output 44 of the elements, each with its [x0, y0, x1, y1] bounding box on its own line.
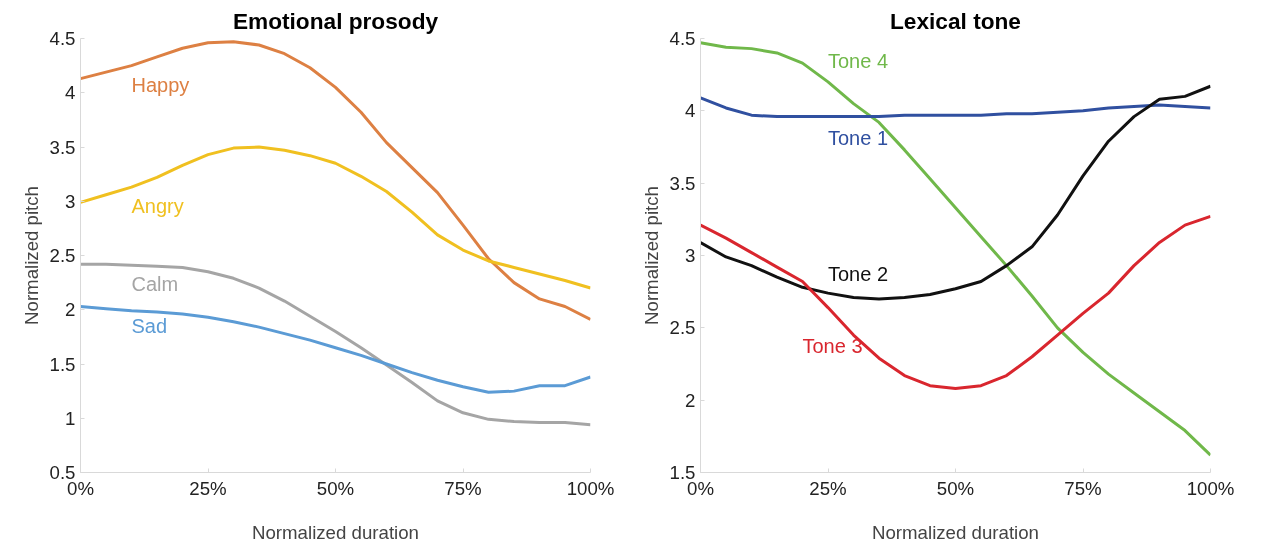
chart-title: Emotional prosody: [232, 7, 439, 34]
y-axis-title: Normalized pitch: [20, 186, 42, 325]
series-label: Tone 2: [828, 263, 889, 286]
y-tick-label: 1.5: [669, 462, 696, 483]
x-tick-label: 50%: [936, 477, 975, 499]
line-series: [700, 41, 1211, 457]
y-tick-label: 3.5: [49, 136, 76, 158]
x-tick-label: 25%: [189, 477, 227, 499]
y-tick-label: 2: [65, 299, 76, 321]
x-tick-label: 100%: [566, 477, 615, 499]
series-label: Calm: [131, 273, 179, 296]
line-series: [700, 84, 1211, 301]
series-label: Tone 1: [828, 126, 889, 149]
line-series: [80, 145, 591, 290]
y-tick-label: 4.5: [669, 28, 696, 49]
x-axis-title: Normalized duration: [252, 521, 419, 543]
series-label: Sad: [131, 314, 168, 337]
y-tick-label: 2: [685, 389, 696, 411]
x-tick-label: 50%: [316, 477, 355, 499]
x-tick-label: 100%: [1186, 477, 1235, 499]
y-tick-label: 1: [65, 407, 76, 429]
line-series: [80, 304, 591, 394]
y-axis-title: Normalized pitch: [640, 186, 662, 325]
y-tick-label: 0.5: [49, 462, 76, 483]
y-tick-label: 1.5: [49, 353, 76, 375]
x-tick-label: 75%: [1064, 477, 1102, 499]
x-axis-title: Normalized duration: [872, 521, 1039, 543]
y-tick-label: 3: [685, 245, 696, 266]
series-label: Angry: [131, 195, 184, 218]
line-series: [700, 96, 1211, 119]
y-tick-label: 2.5: [49, 245, 76, 266]
line-series: [80, 262, 591, 427]
x-tick-label: 25%: [809, 477, 847, 499]
chart-title: Lexical tone: [890, 7, 1021, 34]
y-tick-label: 3.5: [669, 172, 696, 194]
y-tick-label: 4.5: [49, 28, 76, 49]
line-series: [700, 214, 1211, 391]
y-tick-label: 2.5: [669, 317, 696, 339]
series-label: Tone 4: [828, 49, 889, 72]
y-tick-label: 4: [65, 82, 76, 104]
y-tick-label: 3: [65, 190, 76, 212]
series-label: Happy: [131, 73, 190, 96]
y-tick-label: 4: [685, 100, 696, 122]
x-tick-label: 75%: [444, 477, 482, 499]
